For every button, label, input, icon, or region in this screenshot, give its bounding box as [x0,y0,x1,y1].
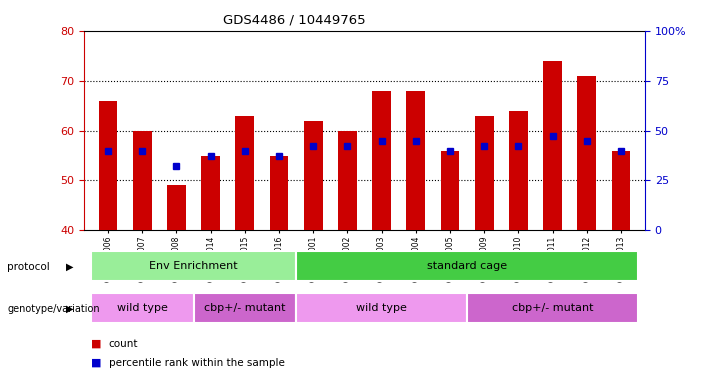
Text: standard cage: standard cage [427,261,507,271]
FancyBboxPatch shape [296,293,467,323]
Text: percentile rank within the sample: percentile rank within the sample [109,358,285,368]
Bar [441,151,459,230]
Text: wild type: wild type [356,303,407,313]
Bar [201,156,220,230]
Text: genotype/variation: genotype/variation [7,304,100,314]
Bar [338,131,357,230]
Bar [578,76,596,230]
Bar [236,116,254,230]
Text: ▶: ▶ [67,262,74,272]
Bar [509,111,528,230]
FancyBboxPatch shape [91,293,193,323]
Bar [611,151,630,230]
Bar [372,91,391,230]
Bar [543,61,562,230]
Bar [133,131,151,230]
Bar [270,156,288,230]
Text: cbp+/- mutant: cbp+/- mutant [204,303,285,313]
FancyBboxPatch shape [91,251,296,281]
Text: protocol: protocol [7,262,50,272]
Text: ■: ■ [91,339,102,349]
Text: wild type: wild type [117,303,168,313]
Bar [475,116,494,230]
Bar [167,185,186,230]
Text: GDS4486 / 10449765: GDS4486 / 10449765 [223,13,366,26]
FancyBboxPatch shape [296,251,638,281]
Bar [99,101,118,230]
Text: Env Enrichment: Env Enrichment [149,261,238,271]
FancyBboxPatch shape [193,293,296,323]
Text: count: count [109,339,138,349]
Bar [304,121,322,230]
Bar [407,91,426,230]
Text: ■: ■ [91,358,102,368]
Text: ▶: ▶ [67,304,74,314]
Text: cbp+/- mutant: cbp+/- mutant [512,303,593,313]
FancyBboxPatch shape [467,293,638,323]
